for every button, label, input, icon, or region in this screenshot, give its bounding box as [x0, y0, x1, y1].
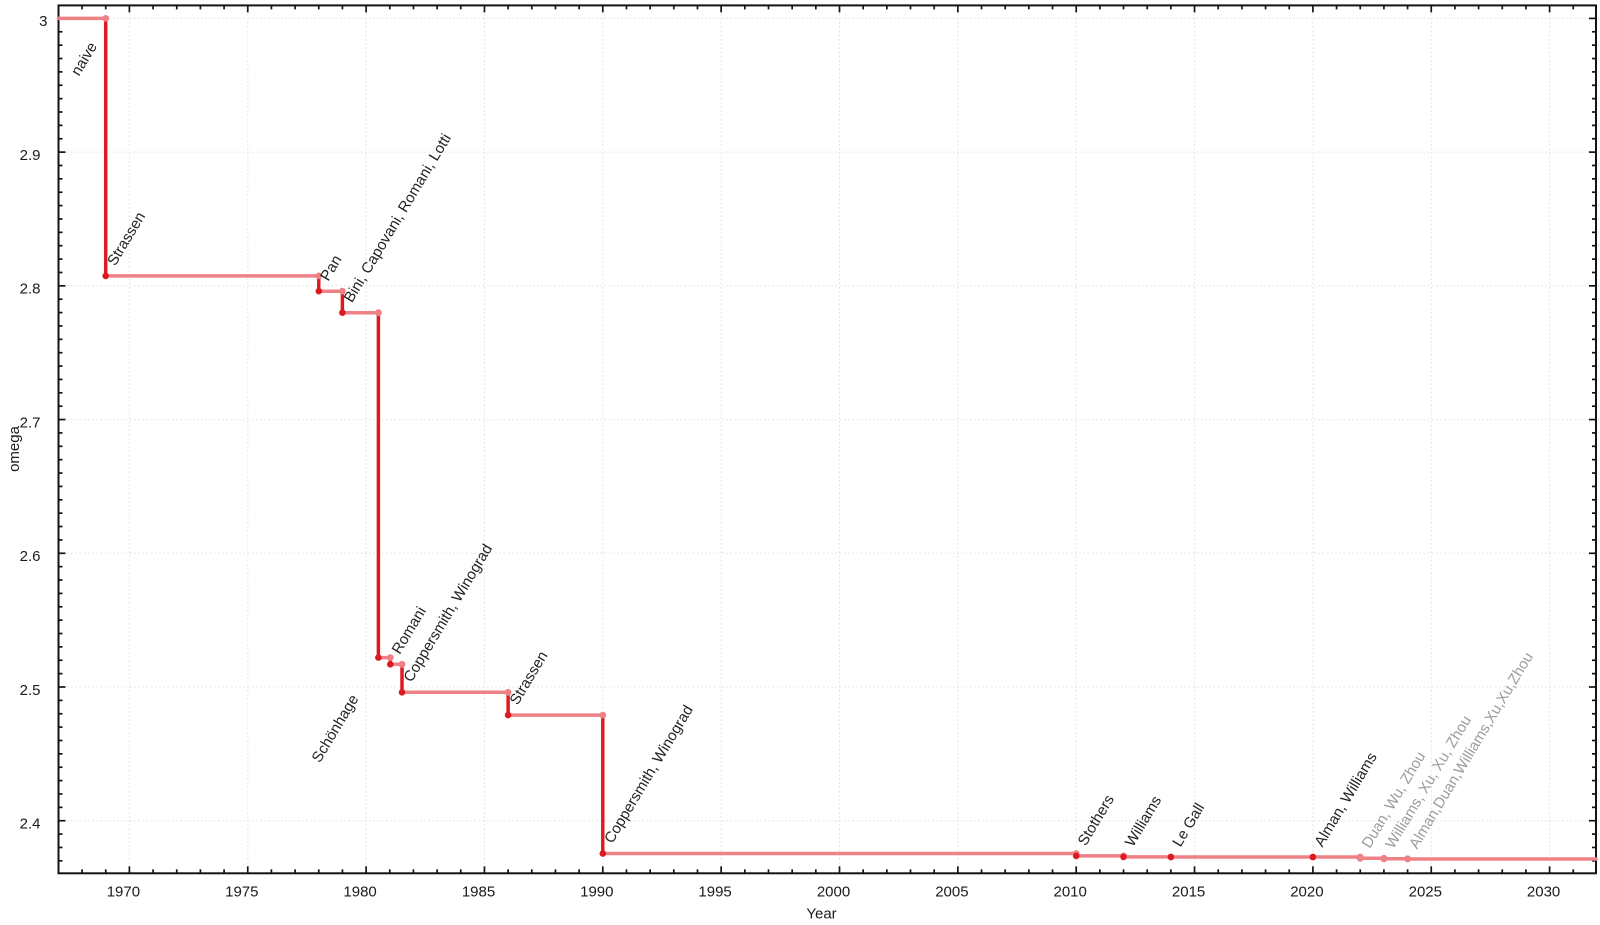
svg-text:2005: 2005: [935, 884, 968, 901]
svg-text:2.5: 2.5: [20, 682, 41, 699]
svg-text:2015: 2015: [1172, 884, 1205, 901]
svg-text:1970: 1970: [107, 884, 140, 901]
svg-text:2.8: 2.8: [20, 281, 41, 298]
svg-text:2.4: 2.4: [20, 816, 41, 833]
svg-text:2.6: 2.6: [20, 548, 41, 565]
svg-text:3: 3: [39, 13, 47, 30]
svg-text:1985: 1985: [462, 884, 495, 901]
svg-text:Year: Year: [806, 906, 836, 921]
svg-text:2025: 2025: [1409, 884, 1442, 901]
svg-text:2030: 2030: [1527, 884, 1560, 901]
svg-text:2000: 2000: [817, 884, 850, 901]
svg-text:1995: 1995: [698, 884, 731, 901]
svg-text:2.9: 2.9: [20, 147, 41, 164]
svg-text:2010: 2010: [1054, 884, 1087, 901]
svg-text:2.7: 2.7: [20, 414, 41, 431]
svg-text:1975: 1975: [225, 884, 258, 901]
svg-text:2020: 2020: [1290, 884, 1323, 901]
svg-text:1990: 1990: [580, 884, 613, 901]
svg-text:omega: omega: [6, 425, 23, 472]
svg-text:1980: 1980: [343, 884, 376, 901]
